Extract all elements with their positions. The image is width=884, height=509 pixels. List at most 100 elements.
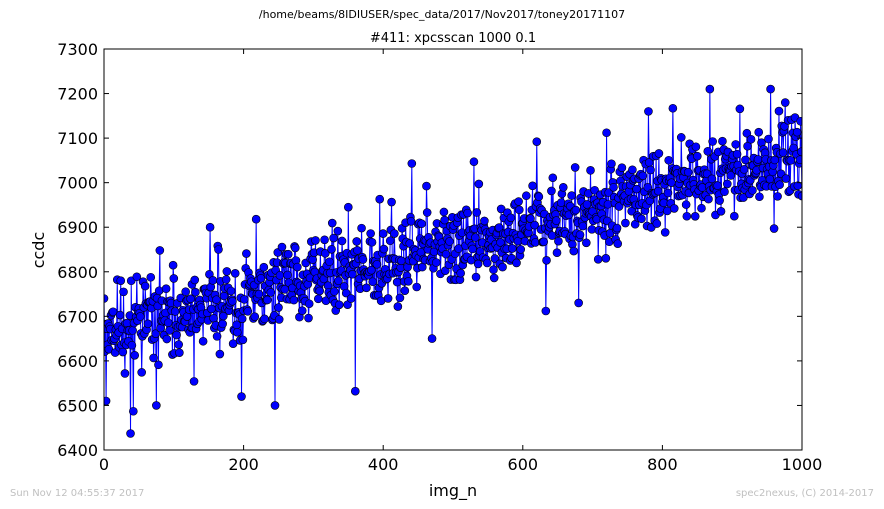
data-point	[489, 265, 498, 275]
x-tick-label: 800	[647, 455, 678, 474]
data-point	[129, 406, 138, 416]
data-point	[334, 300, 344, 310]
data-point	[521, 191, 531, 201]
data-point	[552, 248, 562, 258]
data-point	[238, 335, 248, 345]
data-point	[506, 213, 516, 223]
data-point	[325, 257, 334, 267]
data-point	[146, 272, 156, 282]
data-point	[775, 180, 784, 190]
data-point	[333, 226, 343, 236]
data-point	[155, 246, 165, 255]
data-point	[668, 103, 678, 113]
data-point	[571, 205, 581, 215]
data-point	[151, 329, 160, 338]
data-point	[127, 340, 137, 350]
data-point	[637, 214, 646, 224]
data-point	[739, 193, 748, 202]
data-point	[137, 368, 146, 377]
data-point	[128, 326, 137, 335]
data-point	[152, 401, 161, 410]
x-tick-label: 600	[508, 455, 539, 474]
data-point	[116, 276, 126, 285]
data-point	[132, 272, 142, 282]
data-point	[375, 194, 385, 204]
data-point	[343, 202, 353, 212]
data-point	[514, 197, 523, 206]
data-point	[208, 276, 218, 285]
data-point	[350, 386, 360, 396]
data-point	[582, 238, 591, 248]
data-point	[569, 246, 579, 256]
data-point	[367, 237, 377, 247]
data-point	[226, 286, 236, 296]
data-point	[427, 334, 437, 343]
data-point	[104, 396, 111, 406]
data-point	[431, 258, 441, 267]
data-point	[250, 312, 260, 321]
data-point	[539, 237, 549, 247]
data-point	[126, 429, 135, 438]
data-point	[108, 307, 118, 317]
data-point	[346, 294, 356, 303]
data-point	[490, 254, 500, 263]
data-point	[186, 294, 195, 304]
data-point	[769, 224, 779, 233]
data-point	[228, 296, 237, 306]
data-point	[482, 258, 492, 268]
data-point	[366, 229, 375, 238]
data-point	[753, 155, 763, 164]
data-point	[471, 272, 481, 282]
data-point	[237, 392, 246, 401]
data-point	[368, 277, 378, 287]
y-tick-label: 6700	[57, 307, 98, 326]
data-point	[372, 260, 382, 269]
data-point	[468, 244, 477, 254]
data-point	[590, 185, 599, 195]
data-point	[118, 347, 128, 357]
data-point	[732, 149, 742, 159]
data-point	[212, 295, 221, 304]
data-point	[275, 271, 285, 280]
data-point	[681, 200, 691, 209]
data-point	[289, 295, 299, 305]
data-point	[315, 286, 324, 296]
y-axis: 6400 6500 6600 6700 6800 6900 7000 7100 7200 7300	[57, 40, 802, 460]
data-point	[379, 244, 389, 254]
data-point	[508, 244, 517, 253]
data-point	[230, 269, 240, 278]
data-point	[781, 174, 791, 183]
data-point	[512, 258, 521, 268]
data-point	[266, 288, 276, 297]
data-point	[731, 140, 740, 149]
data-point	[612, 223, 622, 233]
data-point	[548, 173, 558, 183]
data-point	[715, 196, 724, 205]
data-point	[456, 268, 465, 278]
data-point	[390, 229, 399, 238]
data-point	[614, 202, 624, 211]
data-point	[707, 174, 717, 184]
data-point	[304, 313, 313, 323]
data-point	[387, 197, 396, 207]
data-point	[407, 159, 417, 168]
data-point	[708, 137, 717, 146]
data-point	[274, 315, 284, 324]
data-point	[534, 192, 544, 202]
data-point	[242, 249, 251, 258]
data-point	[207, 304, 216, 314]
y-tick-label: 7000	[57, 174, 98, 193]
y-tick-label: 6500	[57, 396, 98, 415]
data-point	[214, 245, 223, 254]
data-point	[480, 216, 489, 226]
y-tick-label: 6400	[57, 441, 98, 460]
data-point	[162, 334, 172, 344]
data-point	[472, 208, 482, 217]
data-point	[175, 348, 184, 357]
data-point	[205, 222, 215, 232]
data-point	[496, 238, 505, 247]
y-axis-label: ccdc	[29, 232, 48, 269]
data-point	[130, 350, 140, 360]
data-point	[754, 127, 764, 137]
data-point	[755, 192, 764, 202]
